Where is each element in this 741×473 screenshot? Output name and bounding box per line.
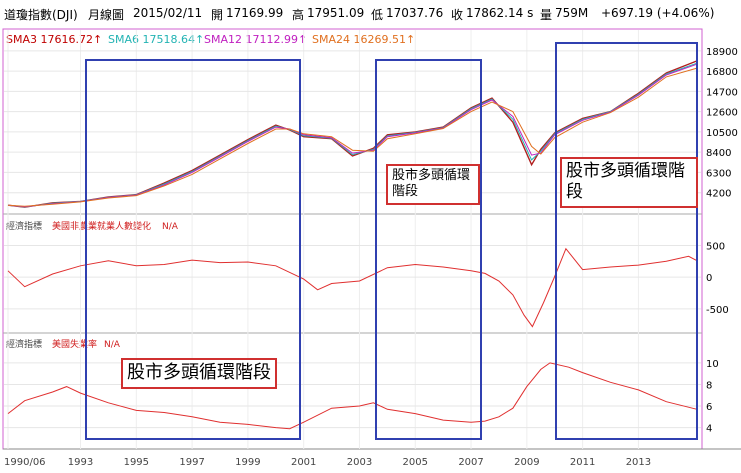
change-value: +697.19 (+4.06%) [601, 6, 715, 20]
panel3-prefix: 經濟指標 [6, 338, 42, 350]
y-tick-label: 8400 [706, 148, 731, 159]
y-tick-label: 10 [706, 359, 719, 370]
x-tick-label: 1995 [124, 457, 149, 468]
volume-value: 759M [555, 6, 589, 20]
y-tick-label: 500 [706, 242, 725, 253]
chart-frame [2, 28, 703, 450]
close-value: 17862.14 s [466, 6, 534, 20]
x-tick-label: 2007 [458, 457, 483, 468]
high-value: 17951.09 [307, 6, 365, 20]
sma12-label: SMA12 17112.99↑ [204, 33, 307, 46]
panel2-prefix: 經濟指標 [6, 220, 42, 232]
callout-bull-phase-right: 股市多頭循環階段 [560, 157, 698, 208]
x-tick-label: 2003 [347, 457, 372, 468]
panel2-suffix: N/A [162, 222, 179, 232]
y-tick-label: 12600 [706, 108, 738, 119]
x-tick-label: 2001 [291, 457, 316, 468]
symbol-label: 道瓊指數(DJI) [4, 8, 78, 22]
x-tick-label: 2013 [626, 457, 651, 468]
y-tick-label: -500 [706, 305, 729, 316]
y-tick-label: 4 [706, 424, 712, 435]
panel2-name: 美國非農業就業人數變化 [52, 220, 151, 232]
volume-label: 量 [540, 8, 553, 22]
date-label: 2015/02/11 [133, 6, 203, 20]
low-value: 17037.76 [386, 6, 444, 20]
sma24-label: SMA24 16269.51↑ [312, 33, 415, 46]
period-label: 月線圖 [88, 8, 125, 22]
y-tick-label: 0 [706, 273, 712, 284]
callout-bull-phase-left: 股市多頭循環階段 [121, 358, 277, 389]
sma6-label: SMA6 17518.64↑ [108, 33, 204, 46]
price-panel-series-sma3 [7, 67, 698, 207]
panel3-suffix: N/A [104, 340, 121, 350]
sma3-label: SMA3 17616.72↑ [6, 33, 102, 46]
open-value: 17169.99 [226, 6, 284, 20]
y-tick-label: 10500 [706, 128, 738, 139]
y-tick-label: 8 [706, 380, 712, 391]
y-tick-label: 4200 [706, 189, 731, 200]
open-label: 開 [211, 8, 224, 22]
panel3-name: 美國失業率 [52, 338, 97, 350]
bull-phase-box-1 [85, 59, 301, 440]
payroll-panel-series-main [7, 247, 698, 328]
quote-header: 道瓊指數(DJI) 月線圖 2015/02/11 開 17169.99 高 17… [0, 0, 741, 28]
bull-phase-box-2 [375, 59, 482, 440]
y-tick-label: 14700 [706, 87, 738, 98]
x-tick-label: 1999 [235, 457, 260, 468]
callout-bull-phase-mid: 股市多頭循環階段 [386, 164, 480, 205]
y-tick-label: 6 [706, 402, 712, 413]
x-tick-label: 1997 [179, 457, 204, 468]
x-tick-label: 2009 [514, 457, 539, 468]
y-tick-label: 16800 [706, 67, 738, 78]
high-label: 高 [292, 8, 305, 22]
x-tick-label: 1990/06 [4, 457, 46, 468]
x-tick-label: 2005 [403, 457, 428, 468]
bull-phase-box-3 [555, 42, 698, 440]
unemployment-panel-series-main [7, 362, 698, 430]
x-tick-label: 1993 [68, 457, 93, 468]
close-label: 收 [451, 8, 464, 22]
low-label: 低 [371, 8, 384, 22]
x-tick-label: 2011 [570, 457, 595, 468]
y-tick-label: 6300 [706, 168, 731, 179]
y-tick-label: 18900 [706, 47, 738, 58]
